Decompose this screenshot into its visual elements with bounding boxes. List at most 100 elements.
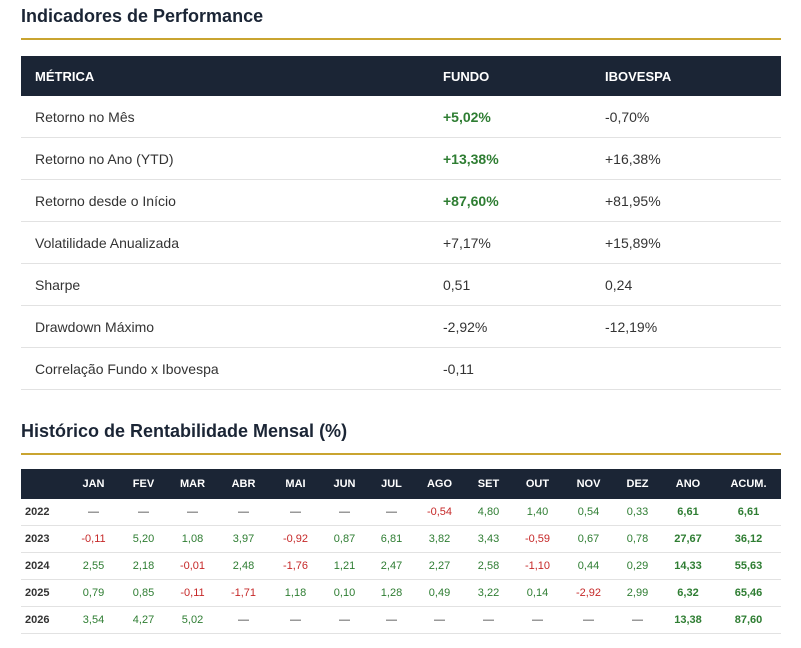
year-total-cell: 6,61 — [660, 499, 716, 526]
metric-label: Drawdown Máximo — [21, 305, 443, 348]
month-value-cell: — — [68, 499, 119, 526]
header-out: OUT — [513, 469, 562, 499]
month-value-cell: 0,44 — [562, 552, 615, 580]
year-total-cell: 27,67 — [660, 525, 716, 553]
accumulated-cell: 6,61 — [716, 499, 781, 526]
month-value-cell: 4,80 — [464, 499, 513, 526]
metric-label: Volatilidade Anualizada — [21, 221, 443, 264]
table-row: 2024 2,55 2,18 -0,01 2,48 -1,76 1,21 2,47 2,27 2,… — [21, 552, 781, 580]
month-value-cell: 3,82 — [415, 525, 464, 553]
month-value-cell: -1,71 — [217, 579, 270, 607]
table-row: Retorno no Ano (YTD) +13,38% +16,38% — [21, 137, 781, 180]
ibovespa-value — [605, 347, 781, 390]
table-row: Retorno no Mês +5,02% -0,70% — [21, 96, 781, 138]
month-value-cell: — — [464, 606, 513, 634]
month-value-cell: 0,54 — [562, 499, 615, 526]
month-value-cell: -0,11 — [168, 579, 217, 607]
month-value-cell: 0,29 — [615, 552, 660, 580]
month-value-cell: 0,67 — [562, 525, 615, 553]
month-value-cell: 2,48 — [217, 552, 270, 580]
performance-header-row: MÉTRICA FUNDO IBOVESPA — [21, 56, 781, 96]
fundo-value: +5,02% — [443, 96, 605, 138]
header-nov: NOV — [562, 469, 615, 499]
month-value-cell: 2,18 — [119, 552, 168, 580]
monthly-title: Histórico de Rentabilidade Mensal (%) — [21, 421, 348, 441]
header-mar: MAR — [168, 469, 217, 499]
month-value-cell: 3,22 — [464, 579, 513, 607]
month-value-cell: — — [615, 606, 660, 634]
month-value-cell: 1,18 — [270, 579, 321, 607]
fundo-value: +13,38% — [443, 137, 605, 180]
month-value-cell: 0,10 — [321, 579, 368, 607]
fundo-value: -2,92% — [443, 305, 605, 348]
month-value-cell: 2,58 — [464, 552, 513, 580]
month-value-cell: — — [368, 499, 415, 526]
table-row: Drawdown Máximo -2,92% -12,19% — [21, 305, 781, 348]
month-value-cell: 3,97 — [217, 525, 270, 553]
year-total-cell: 14,33 — [660, 552, 716, 580]
table-row: 2026 3,54 4,27 5,02— — — — — — — — —13,38 87,60 — [21, 606, 781, 634]
month-value-cell: 0,49 — [415, 579, 464, 607]
fundo-value: +87,60% — [443, 179, 605, 222]
metric-label: Retorno no Ano (YTD) — [21, 137, 443, 180]
month-value-cell: — — [562, 606, 615, 634]
monthly-returns-table: JAN FEV MAR ABR MAI JUN JUL AGO SET OUT NOV DEZ ANO A… — [21, 469, 781, 634]
table-row: Sharpe 0,51 0,24 — [21, 263, 781, 306]
year-total-cell: 6,32 — [660, 579, 716, 607]
month-value-cell: — — [217, 606, 270, 634]
header-year — [21, 469, 68, 499]
month-value-cell: 0,79 — [68, 579, 119, 607]
month-value-cell: -1,76 — [270, 552, 321, 580]
month-value-cell: — — [513, 606, 562, 634]
month-value-cell: — — [270, 606, 321, 634]
month-value-cell: — — [368, 606, 415, 634]
month-value-cell: 0,87 — [321, 525, 368, 553]
month-value-cell: — — [168, 499, 217, 526]
header-mai: MAI — [270, 469, 321, 499]
month-value-cell: 1,28 — [368, 579, 415, 607]
header-acum: ACUM. — [716, 469, 781, 499]
month-value-cell: 5,20 — [119, 525, 168, 553]
header-jun: JUN — [321, 469, 368, 499]
month-value-cell: 2,47 — [368, 552, 415, 580]
header-ibovespa: IBOVESPA — [605, 56, 781, 96]
month-value-cell: -0,59 — [513, 525, 562, 553]
month-value-cell: 1,08 — [168, 525, 217, 553]
monthly-header-row: JAN FEV MAR ABR MAI JUN JUL AGO SET OUT NOV DEZ ANO A… — [21, 469, 781, 499]
header-jul: JUL — [368, 469, 415, 499]
month-value-cell: 5,02 — [168, 606, 217, 634]
month-value-cell: 6,81 — [368, 525, 415, 553]
monthly-divider — [21, 453, 781, 455]
month-value-cell: — — [415, 606, 464, 634]
accumulated-cell: 87,60 — [716, 606, 781, 634]
month-value-cell: 0,78 — [615, 525, 660, 553]
metric-label: Retorno desde o Início — [21, 179, 443, 222]
ibovespa-value: 0,24 — [605, 263, 781, 306]
metric-label: Correlação Fundo x Ibovespa — [21, 347, 443, 390]
month-value-cell: -0,01 — [168, 552, 217, 580]
header-metrica: MÉTRICA — [21, 56, 443, 96]
month-value-cell: 2,55 — [68, 552, 119, 580]
month-value-cell: 2,99 — [615, 579, 660, 607]
table-row: Retorno desde o Início +87,60% +81,95% — [21, 179, 781, 222]
month-value-cell: 4,27 — [119, 606, 168, 634]
metric-label: Retorno no Mês — [21, 96, 443, 138]
header-fundo: FUNDO — [443, 56, 605, 96]
year-cell: 2022 — [21, 499, 68, 526]
fundo-value: -0,11 — [443, 347, 605, 390]
fundo-value: 0,51 — [443, 263, 605, 306]
header-ano: ANO — [660, 469, 716, 499]
month-value-cell: -0,11 — [68, 525, 119, 553]
month-value-cell: — — [321, 499, 368, 526]
ibovespa-value: -12,19% — [605, 305, 781, 348]
header-set: SET — [464, 469, 513, 499]
month-value-cell: — — [321, 606, 368, 634]
month-value-cell: 3,43 — [464, 525, 513, 553]
month-value-cell: -2,92 — [562, 579, 615, 607]
performance-divider — [21, 38, 781, 40]
month-value-cell: — — [119, 499, 168, 526]
accumulated-cell: 65,46 — [716, 579, 781, 607]
header-abr: ABR — [217, 469, 270, 499]
month-value-cell: -1,10 — [513, 552, 562, 580]
performance-title: Indicadores de Performance — [21, 6, 264, 26]
